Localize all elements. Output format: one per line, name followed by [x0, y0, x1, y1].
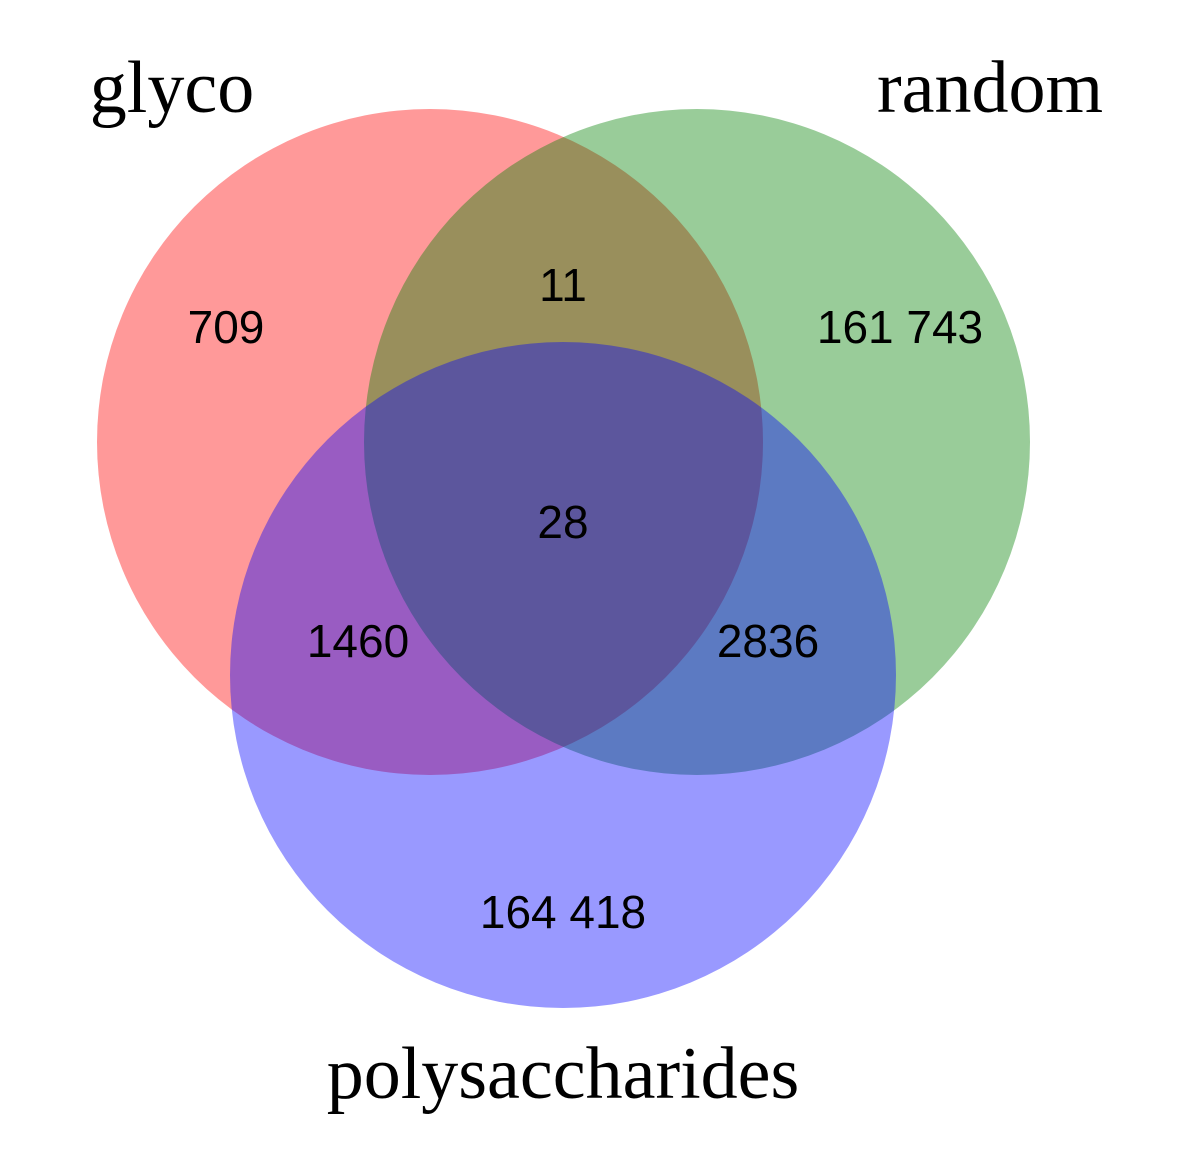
glyco-polysaccharides-count: 1460	[307, 615, 409, 667]
glyco-circle	[97, 109, 763, 775]
polysaccharides-set-label: polysaccharides	[327, 1033, 800, 1115]
random-circle	[364, 109, 1030, 775]
all-three-count: 28	[537, 496, 588, 548]
random-polysaccharides-count: 2836	[717, 615, 819, 667]
region-counts: 709 11 161 743 28 1460 2836 164 418	[188, 259, 984, 938]
polysaccharides-only-count: 164 418	[480, 886, 646, 938]
glyco-only-count: 709	[188, 301, 265, 353]
set-circles	[97, 109, 1030, 1008]
set-labels: glyco random polysaccharides	[90, 47, 1103, 1115]
glyco-set-label: glyco	[90, 47, 254, 129]
random-only-count: 161 743	[817, 301, 983, 353]
glyco-random-count: 11	[539, 259, 587, 311]
random-set-label: random	[877, 47, 1103, 129]
polysaccharides-circle	[230, 342, 896, 1008]
